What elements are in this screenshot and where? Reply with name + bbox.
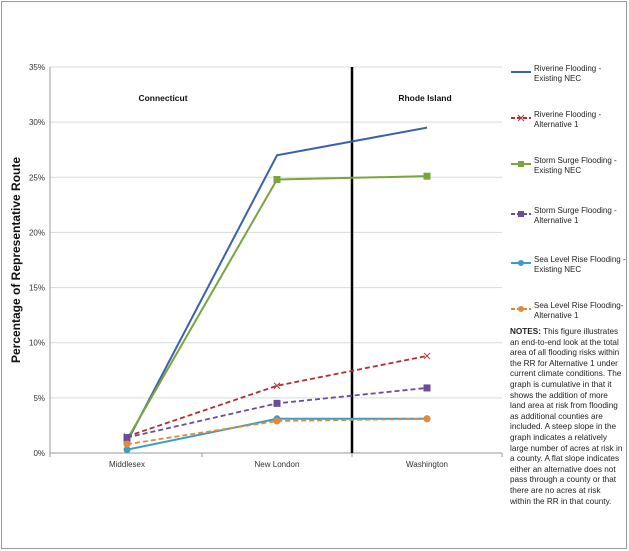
legend-symbol xyxy=(511,71,531,73)
series-line-1 xyxy=(126,126,428,443)
legend-symbol xyxy=(511,114,531,122)
y-tick-label: 10% xyxy=(29,339,45,348)
state-label: Rhode Island xyxy=(398,93,451,103)
series-2-point xyxy=(423,352,431,360)
x-tick-label: Middlesex xyxy=(109,460,145,469)
series-line-6 xyxy=(126,417,428,446)
series-2-point xyxy=(273,382,281,390)
legend-symbol xyxy=(511,306,531,312)
legend-label: Sea Level Rise Flooding- Alternative 1 xyxy=(534,301,624,320)
series-3-point xyxy=(423,172,431,180)
series-4-point xyxy=(123,434,131,442)
legend-label: Riverine Flooding - Existing NEC xyxy=(534,64,602,83)
legend-label: Riverine Flooding - Alternative 1 xyxy=(534,110,602,129)
y-tick-label: 20% xyxy=(29,228,45,237)
series-4-point xyxy=(423,384,431,392)
y-tick-label: 30% xyxy=(29,118,45,127)
series-line-2 xyxy=(126,355,428,438)
notes-box: NOTES: This figure illustrates an end-to… xyxy=(510,327,623,507)
y-tick-label: 15% xyxy=(29,284,45,293)
series-3-point xyxy=(273,175,281,183)
legend-label: Sea Level Rise Flooding - Existing NEC xyxy=(534,255,626,274)
y-tick-label: 35% xyxy=(29,63,45,72)
series-6-point xyxy=(423,415,431,423)
legend-label: Storm Surge Flooding - Alternative 1 xyxy=(534,206,617,225)
series-line-4 xyxy=(126,387,428,439)
series-5-point xyxy=(123,446,131,454)
series-6-point xyxy=(123,440,131,448)
legend-symbol xyxy=(511,161,531,167)
legend-symbol xyxy=(511,260,531,266)
y-axis-title: Percentage of Representative Route xyxy=(9,157,23,363)
state-label: Connecticut xyxy=(138,93,187,103)
legend-symbol xyxy=(511,211,531,217)
y-tick-label: 0% xyxy=(33,449,45,458)
x-tick-label: Washington xyxy=(406,460,448,469)
series-6-point xyxy=(273,417,281,425)
legend-label: Storm Surge Flooding - Existing NEC xyxy=(534,156,617,175)
notes-text: This figure illustrates an end-to-end lo… xyxy=(510,327,623,506)
series-4-point xyxy=(273,399,281,407)
notes-heading: NOTES: xyxy=(510,327,541,336)
x-tick-label: New London xyxy=(255,460,300,469)
y-tick-label: 5% xyxy=(33,394,45,403)
y-tick-label: 25% xyxy=(29,173,45,182)
